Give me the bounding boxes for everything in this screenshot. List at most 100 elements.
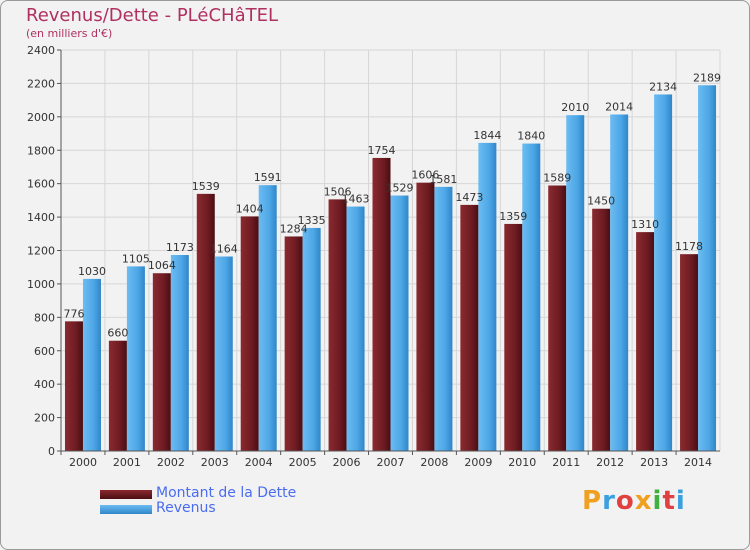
value-label-dette: 776: [63, 307, 84, 320]
bar-dette-2003: [196, 193, 215, 451]
legend-label-revenus: Revenus: [156, 500, 216, 516]
bar-dette-2012: [592, 208, 611, 451]
bar-dette-2005: [284, 236, 303, 451]
value-label-dette: 1473: [455, 191, 483, 204]
value-label-dette: 1539: [192, 180, 220, 193]
proxiti-logo: Proxiti: [582, 486, 686, 516]
y-tick-label: 2000: [27, 111, 55, 124]
value-label-revenus: 1581: [429, 173, 457, 186]
value-label-dette: 660: [107, 327, 128, 340]
y-tick-label: 2400: [27, 44, 55, 57]
bar-dette-2002: [152, 273, 171, 451]
value-label-dette: 1754: [368, 144, 396, 157]
logo-letter: P: [582, 486, 603, 516]
logo-letter: r: [602, 486, 616, 516]
value-label-dette: 1178: [675, 240, 703, 253]
value-label-revenus: 1335: [298, 214, 326, 227]
value-label-revenus: 2010: [561, 101, 589, 114]
bar-dette-2009: [460, 204, 479, 451]
bar-revenus-2002: [170, 255, 189, 451]
bar-revenus-2013: [654, 94, 673, 452]
x-tick-label: 2009: [464, 456, 492, 469]
value-label-revenus: 1463: [342, 193, 370, 206]
logo-letter: i: [675, 486, 686, 516]
bar-revenus-2012: [610, 114, 629, 451]
bar-revenus-2009: [478, 142, 497, 452]
value-label-dette: 1506: [324, 185, 352, 198]
bar-dette-2006: [328, 199, 347, 451]
value-label-dette: 1450: [587, 195, 615, 208]
value-label-dette: 1284: [280, 222, 308, 235]
bar-dette-2007: [372, 157, 391, 451]
x-tick-label: 2002: [157, 456, 185, 469]
value-label-revenus: 1844: [473, 129, 501, 142]
value-label-revenus: 1173: [166, 241, 194, 254]
bar-dette-2001: [108, 340, 127, 451]
bar-dette-2008: [416, 182, 435, 451]
value-label-revenus: 1164: [210, 243, 238, 256]
x-tick-label: 2000: [69, 456, 97, 469]
x-tick-label: 2014: [684, 456, 712, 469]
y-tick-label: 800: [34, 311, 55, 324]
logo-letter: t: [662, 486, 676, 516]
legend-swatch-revenus: [100, 505, 152, 514]
bar-dette-2004: [240, 216, 259, 451]
bar-dette-2011: [548, 185, 567, 451]
bar-dette-2010: [504, 223, 523, 451]
x-tick-label: 2005: [289, 456, 317, 469]
x-tick-label: 2010: [508, 456, 536, 469]
y-tick-label: 2200: [27, 77, 55, 90]
legend-swatch-dette: [100, 490, 152, 499]
value-label-dette: 1064: [148, 259, 176, 272]
value-label-dette: 1404: [236, 202, 264, 215]
bar-revenus-2007: [390, 195, 409, 451]
y-tick-label: 1000: [27, 278, 55, 291]
x-tick-label: 2013: [640, 456, 668, 469]
x-tick-label: 2011: [552, 456, 580, 469]
bar-revenus-2004: [258, 185, 277, 451]
y-tick-label: 1200: [27, 245, 55, 258]
bar-revenus-2010: [522, 143, 541, 452]
y-tick-label: 0: [48, 445, 55, 458]
value-label-dette: 1310: [631, 218, 659, 231]
x-tick-label: 2001: [113, 456, 141, 469]
x-tick-label: 2003: [201, 456, 229, 469]
bar-dette-2013: [636, 232, 655, 451]
chart-title: Revenus/Dette - PLéCHâTEL: [26, 5, 278, 26]
value-label-revenus: 2189: [693, 71, 721, 84]
bar-revenus-2008: [434, 186, 453, 451]
logo-letter: o: [615, 486, 635, 516]
y-tick-label: 1400: [27, 211, 55, 224]
value-label-dette: 1359: [499, 210, 527, 223]
logo-letter: i: [652, 486, 663, 516]
value-label-revenus: 2014: [605, 100, 633, 113]
x-tick-label: 2012: [596, 456, 624, 469]
logo-letter: x: [634, 486, 653, 516]
y-tick-label: 1800: [27, 144, 55, 157]
bar-revenus-2005: [302, 227, 321, 451]
value-label-revenus: 1840: [517, 130, 545, 143]
value-label-revenus: 1529: [386, 182, 414, 195]
value-label-revenus: 1030: [78, 265, 106, 278]
x-tick-label: 2008: [420, 456, 448, 469]
value-label-revenus: 1591: [254, 171, 282, 184]
chart-subtitle: (en milliers d'€): [26, 27, 113, 40]
y-tick-label: 1600: [27, 178, 55, 191]
bar-revenus-2014: [698, 85, 717, 452]
value-label-revenus: 2134: [649, 80, 677, 93]
bar-revenus-2011: [566, 115, 585, 451]
value-label-dette: 1589: [543, 172, 571, 185]
y-tick-label: 600: [34, 345, 55, 358]
bar-dette-2014: [680, 254, 699, 451]
y-tick-label: 200: [34, 412, 55, 425]
bar-revenus-2003: [214, 256, 233, 451]
bar-revenus-2001: [126, 266, 145, 451]
y-tick-label: 400: [34, 378, 55, 391]
x-tick-label: 2007: [377, 456, 405, 469]
bar-revenus-2006: [346, 206, 365, 451]
value-label-dette: 1606: [411, 169, 439, 182]
bar-revenus-2000: [82, 278, 101, 451]
x-tick-label: 2004: [245, 456, 273, 469]
bar-dette-2000: [64, 321, 83, 451]
